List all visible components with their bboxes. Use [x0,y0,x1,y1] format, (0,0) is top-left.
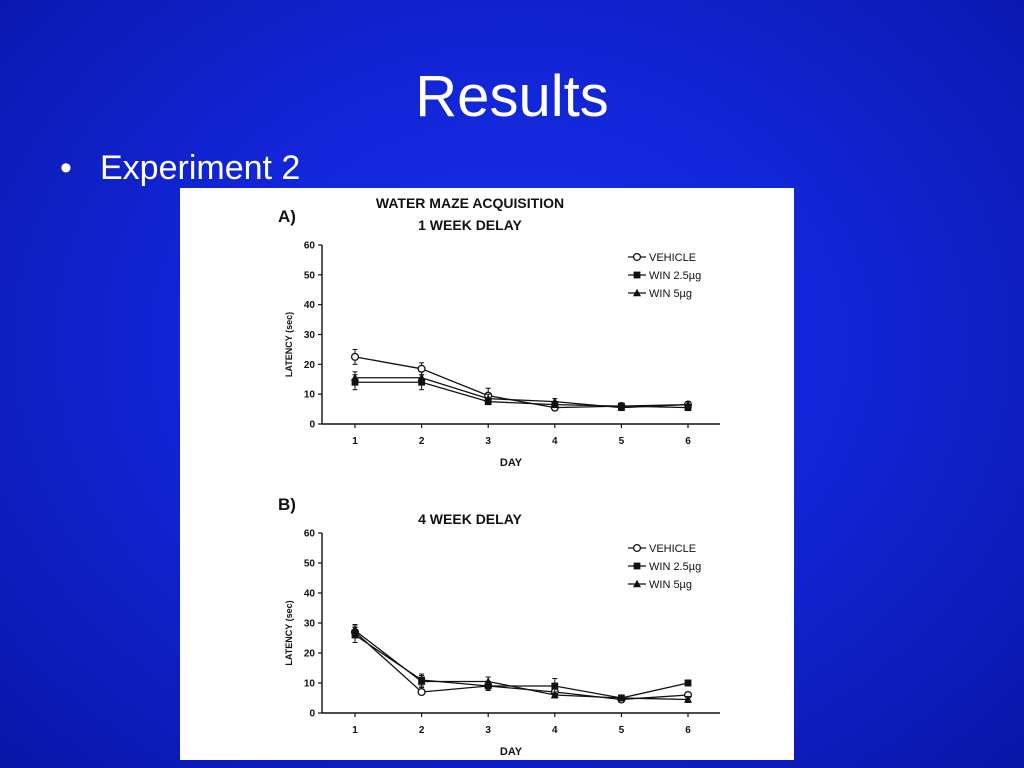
data-point [350,352,360,361]
x-tick-label: 5 [619,725,625,736]
y-tick-label: 0 [309,420,315,431]
data-point [351,626,359,634]
figure-panel: WATER MAZE ACQUISITION A) 1 WEEK DELAY 0 10… [180,188,794,760]
y-tick-label: 60 [304,241,316,252]
legend-marker [633,288,641,297]
slide-title: Results [415,64,609,129]
y-tick-label: 40 [304,300,316,311]
data-point [684,695,692,703]
panel-title: 1 WEEK DELAY [418,217,522,233]
y-tick-label: 20 [304,649,316,660]
x-tick-label: 1 [352,725,358,736]
data-point [684,679,692,687]
y-tick-label: 30 [304,330,316,341]
legend-marker [632,543,642,553]
x-tick-label: 2 [419,436,425,447]
y-tick-label: 10 [304,390,316,401]
legend-marker [633,562,641,570]
y-tick-label: 40 [304,589,316,600]
x-tick-label: 5 [619,436,625,447]
data-point [617,693,626,702]
y-tick-label: 20 [304,360,316,371]
x-tick-label: 4 [552,436,558,447]
data-point [417,364,426,373]
data-point [550,397,559,405]
figure-svg: WATER MAZE ACQUISITION A) 1 WEEK DELAY010… [278,195,720,758]
x-tick-label: 6 [685,436,691,447]
y-axis-label: LATENCY (sec) [284,312,294,377]
x-tick-label: 3 [485,725,491,736]
bullet-text: Experiment 2 [100,149,301,187]
x-tick-label: 6 [685,725,691,736]
bullet-item: • Experiment 2 [60,148,300,188]
x-tick-label: 4 [552,725,558,736]
y-axis-label: LATENCY (sec) [284,600,294,665]
series-line [355,381,689,409]
data-point [417,677,426,685]
data-point [417,373,426,381]
y-tick-label: 30 [304,619,316,630]
y-tick-label: 10 [304,679,316,690]
y-tick-label: 50 [304,270,316,281]
panel-title: 4 WEEK DELAY [418,511,522,527]
legend-entry: WIN 2.5µg [649,561,701,573]
data-point [617,403,626,411]
x-tick-label: 2 [419,725,425,736]
data-point [351,373,359,381]
legend-entry: WIN 5µg [649,288,692,300]
x-axis-label: DAY [500,457,523,469]
y-tick-label: 50 [304,559,316,570]
series-line [354,629,689,701]
data-point [684,400,692,408]
legend-entry: VEHICLE [649,252,696,264]
x-tick-label: 3 [485,436,491,447]
data-point [484,394,493,402]
y-tick-label: 60 [304,529,316,540]
y-tick-label: 0 [309,709,315,720]
panel-label: A) [278,207,296,226]
legend-entry: VEHICLE [649,543,696,555]
legend-entry: WIN 5µg [649,579,692,591]
x-axis-label: DAY [500,746,523,758]
legend-marker [633,271,641,279]
panel-label: B) [278,495,296,514]
series-line [355,377,689,409]
figure-main-title: WATER MAZE ACQUISITION [376,195,564,211]
data-point [417,687,426,697]
series-line [354,631,689,701]
data-point [551,682,559,690]
x-tick-label: 1 [352,436,358,447]
bullet-glyph: • [60,149,72,187]
legend-marker [633,579,641,588]
data-point [484,677,493,685]
legend-entry: WIN 2.5µg [649,270,701,282]
data-point [550,690,559,699]
legend-marker [632,252,642,262]
